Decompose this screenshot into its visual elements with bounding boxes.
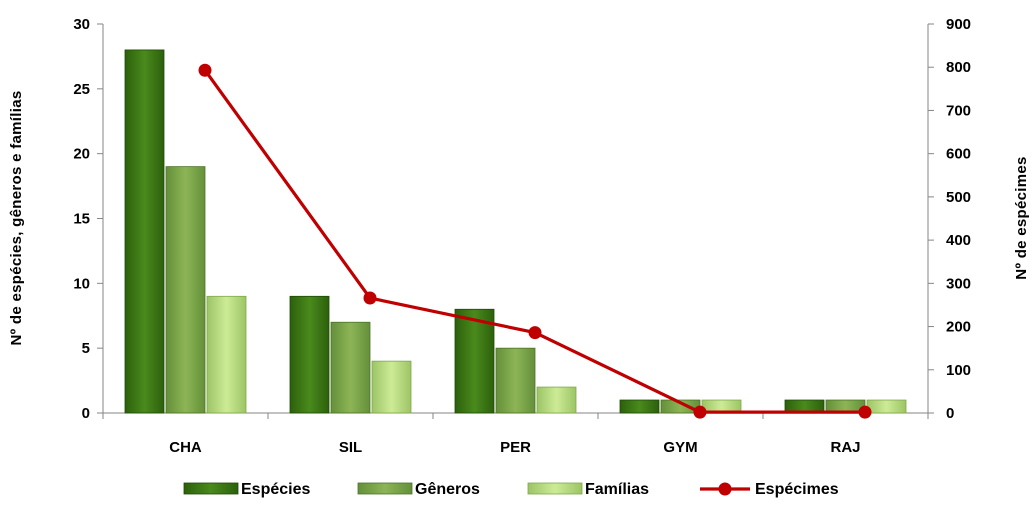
y2-tick-label: 500	[946, 189, 971, 206]
y2-tick-label: 700	[946, 102, 971, 119]
legend-swatch	[527, 482, 583, 495]
bar-familias	[536, 386, 577, 414]
y2-tick-label: 800	[946, 59, 971, 76]
legend-label: Gêneros	[415, 481, 480, 498]
x-category-label: CHA	[169, 439, 202, 456]
bar-generos	[165, 166, 206, 414]
y2-tick-label: 400	[946, 232, 971, 249]
y2-tick-label: 300	[946, 275, 971, 292]
bar-especies	[454, 308, 495, 414]
x-category-label: SIL	[339, 439, 362, 456]
y2-tick-label: 600	[946, 146, 971, 163]
bar-familias	[206, 295, 247, 414]
bar-familias	[866, 399, 907, 414]
y-tick-label: 10	[73, 275, 90, 292]
legend-label: Espécies	[241, 481, 310, 498]
y-tick-label: 25	[73, 81, 90, 98]
y2-tick-label: 100	[946, 362, 971, 379]
bar-especies	[289, 295, 330, 414]
bar-familias	[371, 360, 412, 414]
y2-axis-title: Nº de espécimes	[1013, 156, 1030, 279]
bar-especies	[124, 49, 165, 414]
legend-swatch	[183, 482, 239, 495]
y-axis-title: Nº de espécies, gêneros e famílias	[8, 91, 25, 346]
bar-generos	[495, 347, 536, 414]
point-especimes	[363, 291, 377, 305]
point-especimes	[528, 326, 542, 340]
bar-especies	[619, 399, 660, 414]
x-category-label: PER	[500, 439, 531, 456]
y-tick-label: 15	[73, 211, 90, 228]
y2-tick-label: 200	[946, 319, 971, 336]
point-especimes	[198, 63, 212, 77]
y2-tick-label: 0	[946, 405, 954, 422]
legend-label: Famílias	[585, 481, 649, 498]
y-tick-label: 20	[73, 146, 90, 163]
x-category-label: GYM	[663, 439, 697, 456]
bar-generos	[330, 321, 371, 414]
point-especimes	[858, 405, 872, 419]
legend-marker	[718, 482, 732, 496]
legend-label: Espécimes	[755, 481, 839, 498]
y2-tick-label: 900	[946, 16, 971, 33]
y-tick-label: 30	[73, 16, 90, 33]
legend-swatch	[357, 482, 413, 495]
y-tick-label: 5	[82, 340, 90, 357]
x-category-label: RAJ	[830, 439, 860, 456]
y-tick-label: 0	[82, 405, 90, 422]
point-especimes	[693, 405, 707, 419]
